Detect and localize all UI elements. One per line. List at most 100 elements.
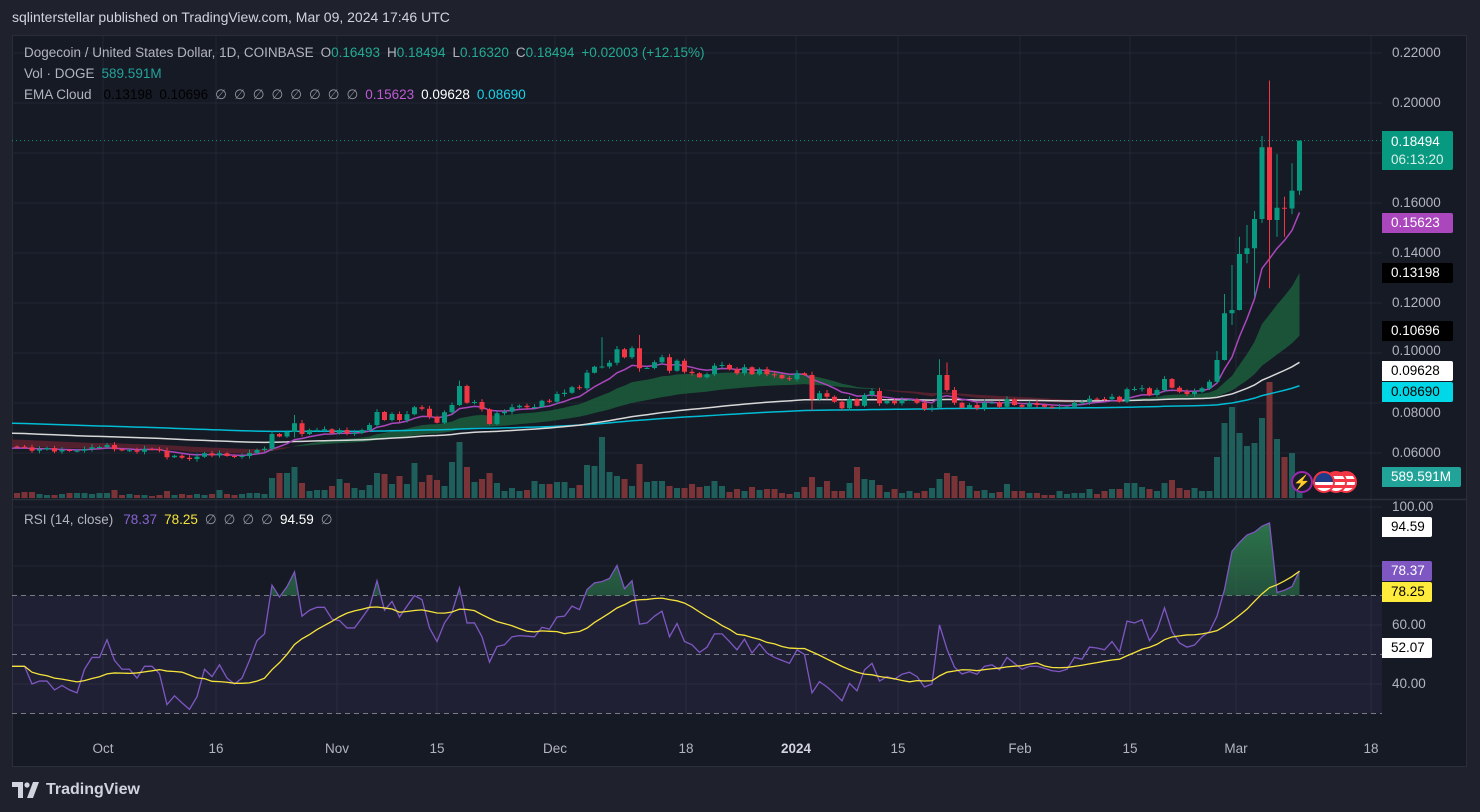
candle-body: [1207, 381, 1212, 389]
volume-bar: [284, 473, 290, 498]
candle: [959, 401, 965, 409]
candle: [524, 403, 530, 409]
ema-value: 0.15623: [365, 87, 415, 102]
volume-label[interactable]: Vol · DOGE: [24, 66, 95, 81]
volume-bar: [269, 478, 275, 498]
volume-bar: [899, 493, 905, 498]
ema-value: ∅: [290, 87, 302, 102]
volume-bar: [1004, 484, 1010, 498]
ema-cloud-segment: [557, 407, 565, 421]
volume-value: 589.591M: [101, 66, 162, 81]
volume-bar: [876, 485, 883, 498]
time-label: Feb: [1008, 741, 1032, 756]
candle: [854, 398, 860, 407]
volume-bar: [794, 492, 800, 498]
candle-body: [502, 411, 507, 414]
candle-body: [989, 402, 995, 404]
ema-cloud-segment: [549, 409, 557, 422]
ema-cloud-segment: [879, 389, 887, 391]
candle-body: [1222, 313, 1227, 360]
candle: [112, 442, 117, 452]
candle: [749, 366, 755, 376]
ema-cloud-segment: [384, 431, 392, 440]
volume-bar: [1011, 491, 1018, 498]
lightning-event-icon[interactable]: ⚡: [1291, 471, 1313, 493]
ema-cloud-label[interactable]: EMA Cloud: [24, 87, 92, 102]
candle-body: [269, 434, 275, 449]
candle: [1267, 80, 1272, 289]
ema-cloud-segment: [39, 440, 47, 448]
volume-bar: [1176, 488, 1183, 498]
ema-cloud-segment: [159, 444, 167, 450]
candle-body: [127, 450, 132, 452]
candle-body: [284, 432, 290, 437]
candle-body: [652, 362, 657, 368]
volume-bar: [344, 483, 350, 498]
candle-body: [434, 416, 440, 423]
volume-bar: [839, 491, 845, 498]
ema-cloud-segment: [1269, 304, 1277, 361]
candle: [367, 422, 372, 432]
symbol-legend: Dogecoin / United States Dollar, 1D, COI…: [24, 45, 712, 60]
candle: [157, 447, 162, 453]
candle-body: [1042, 405, 1047, 407]
tradingview-branding[interactable]: TradingView: [12, 781, 140, 799]
ema-cloud-segment: [137, 444, 145, 449]
candle: [1229, 265, 1235, 325]
candle-body: [832, 396, 837, 402]
volume-bar: [389, 484, 395, 498]
ema-cloud-segment: [84, 442, 92, 449]
ema-cloud-segment: [984, 395, 992, 399]
symbol-title[interactable]: Dogecoin / United States Dollar, 1D, COI…: [24, 45, 314, 60]
ema-value: 0.13198: [103, 87, 153, 102]
candle: [1034, 400, 1040, 408]
volume-bar: [1206, 491, 1213, 498]
ema-fast-line: [12, 212, 1301, 457]
ema-cloud-segment: [872, 388, 880, 390]
candle: [1297, 140, 1302, 195]
volume-bar: [524, 490, 530, 498]
candle: [299, 420, 305, 437]
volume-bar: [959, 481, 965, 498]
chart-panel[interactable]: [12, 35, 1467, 767]
candle: [314, 427, 320, 432]
candle-body: [262, 448, 267, 450]
candle-body: [59, 450, 65, 452]
volume-bar: [569, 488, 575, 498]
candle-body: [22, 446, 27, 448]
rsi-label[interactable]: RSI (14, close): [24, 512, 114, 527]
candle-body: [1297, 140, 1302, 191]
candle-body: [374, 412, 380, 425]
volume-bar: [951, 476, 958, 498]
candle: [352, 429, 357, 436]
volume-bar: [164, 491, 170, 498]
candle: [982, 399, 987, 411]
time-label: 18: [1363, 741, 1379, 756]
ema-value: 0.09628: [421, 87, 470, 102]
candle-body: [1252, 219, 1257, 249]
candle: [14, 445, 20, 448]
volume-bar: [989, 493, 995, 498]
candle-body: [247, 453, 252, 456]
candle: [884, 399, 890, 405]
candle-body: [892, 401, 897, 404]
candle: [517, 404, 522, 409]
volume-bar: [321, 490, 328, 498]
volume-bar: [1251, 443, 1258, 498]
ema-cyan-line: [12, 385, 1300, 433]
candle-body: [547, 400, 552, 402]
candle: [1109, 393, 1115, 402]
volume-bar: [104, 493, 110, 498]
us-flag-event-icon[interactable]: [1313, 471, 1335, 493]
candle-body: [442, 412, 447, 423]
volume-bar: [846, 483, 853, 498]
candle: [262, 446, 267, 452]
candle-body: [899, 400, 905, 404]
candle-body: [1282, 207, 1287, 209]
volume-bar: [944, 473, 950, 498]
last-price-value: 0.18494: [1391, 134, 1440, 149]
ema-cloud-segment: [1142, 397, 1150, 400]
volume-bar: [996, 492, 1003, 498]
candle: [149, 447, 155, 451]
